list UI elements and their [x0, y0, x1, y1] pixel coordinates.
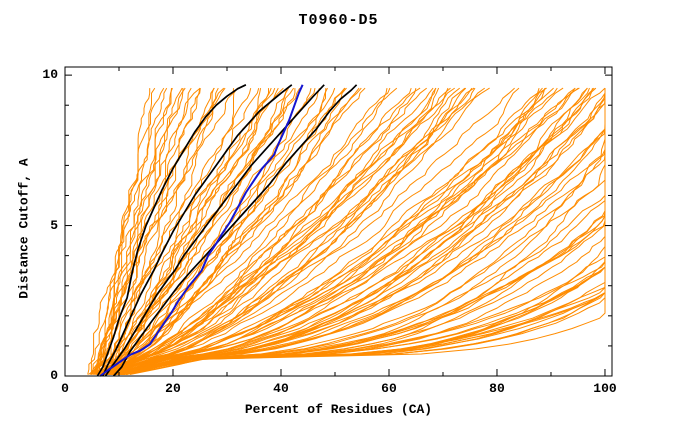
prediction-curve: [104, 87, 520, 375]
prediction-curve: [97, 87, 312, 375]
prediction-curve: [90, 88, 151, 375]
prediction-curve: [110, 87, 485, 375]
prediction-curve: [103, 87, 476, 375]
x-axis-label: Percent of Residues (CA): [244, 402, 433, 417]
prediction-curve: [101, 87, 449, 375]
prediction-curve: [110, 88, 606, 375]
prediction-curve: [104, 87, 461, 375]
prediction-curve: [97, 87, 336, 375]
prediction-curve: [103, 87, 279, 375]
prediction-curve: [106, 87, 428, 375]
prediction-curve: [111, 87, 546, 375]
prediction-curve: [92, 88, 234, 375]
prediction-curve: [97, 87, 225, 375]
highlighted-model-blue-curve: [99, 84, 304, 377]
prediction-curve: [90, 88, 269, 375]
chart-title: T0960-D5: [298, 12, 379, 29]
prediction-curve: [115, 87, 547, 375]
prediction-curve: [94, 87, 215, 375]
prediction-curve: [109, 87, 580, 375]
prediction-curve: [102, 87, 466, 375]
x-tick-label: 40: [273, 381, 289, 396]
prediction-curve: [106, 87, 515, 375]
prediction-curve: [102, 87, 467, 375]
prediction-curve: [100, 87, 398, 375]
prediction-curve: [99, 87, 215, 375]
x-tick-label: 100: [593, 381, 617, 396]
prediction-curve: [106, 88, 606, 375]
prediction-curve: [99, 87, 451, 375]
plot-frame: [64, 66, 613, 377]
prediction-curve: [115, 87, 593, 375]
prediction-curve: [98, 87, 290, 375]
prediction-curve: [104, 87, 346, 375]
x-tick-label: 60: [381, 381, 397, 396]
y-tick-label: 5: [50, 217, 58, 233]
y-tick-label: 0: [50, 368, 58, 383]
reference-model-black-3-curve: [104, 84, 325, 377]
prediction-curve: [92, 88, 184, 375]
prediction-curve: [97, 87, 434, 375]
prediction-curve: [94, 87, 288, 375]
prediction-curve: [98, 87, 328, 375]
prediction-curve: [124, 88, 606, 375]
prediction-curve: [100, 87, 440, 375]
prediction-curve: [114, 88, 606, 375]
prediction-curve: [99, 87, 473, 375]
prediction-curve: [116, 87, 543, 375]
prediction-curve: [104, 87, 362, 375]
reference-model-black-4-curve: [112, 84, 358, 377]
prediction-curve: [107, 87, 579, 375]
prediction-curve: [97, 87, 260, 375]
prediction-curve: [89, 87, 165, 375]
prediction-curve: [87, 87, 168, 375]
prediction-curve: [120, 88, 606, 375]
prediction-curve: [90, 88, 201, 375]
prediction-curve: [108, 88, 388, 375]
prediction-curve: [104, 87, 576, 375]
prediction-curve: [105, 87, 347, 375]
prediction-curve: [110, 87, 597, 375]
prediction-curve: [100, 87, 276, 375]
prediction-curve: [89, 87, 192, 375]
y-tick-label: 10: [42, 67, 58, 83]
x-tick-label: 0: [61, 381, 69, 396]
prediction-curve: [92, 87, 320, 375]
prediction-curve: [108, 88, 606, 375]
prediction-curve: [101, 87, 391, 375]
reference-model-black-1-curve: [96, 84, 247, 377]
prediction-curve: [100, 87, 360, 375]
prediction-curve: [113, 87, 546, 375]
x-tick-label: 80: [489, 381, 505, 396]
x-tick-label: 20: [165, 381, 181, 396]
prediction-curve: [106, 87, 588, 375]
prediction-curve: [98, 87, 437, 375]
prediction-curve: [105, 88, 296, 375]
prediction-curve: [100, 87, 238, 375]
prediction-curve: [102, 87, 564, 375]
reference-model-black-2-curve: [102, 84, 293, 377]
